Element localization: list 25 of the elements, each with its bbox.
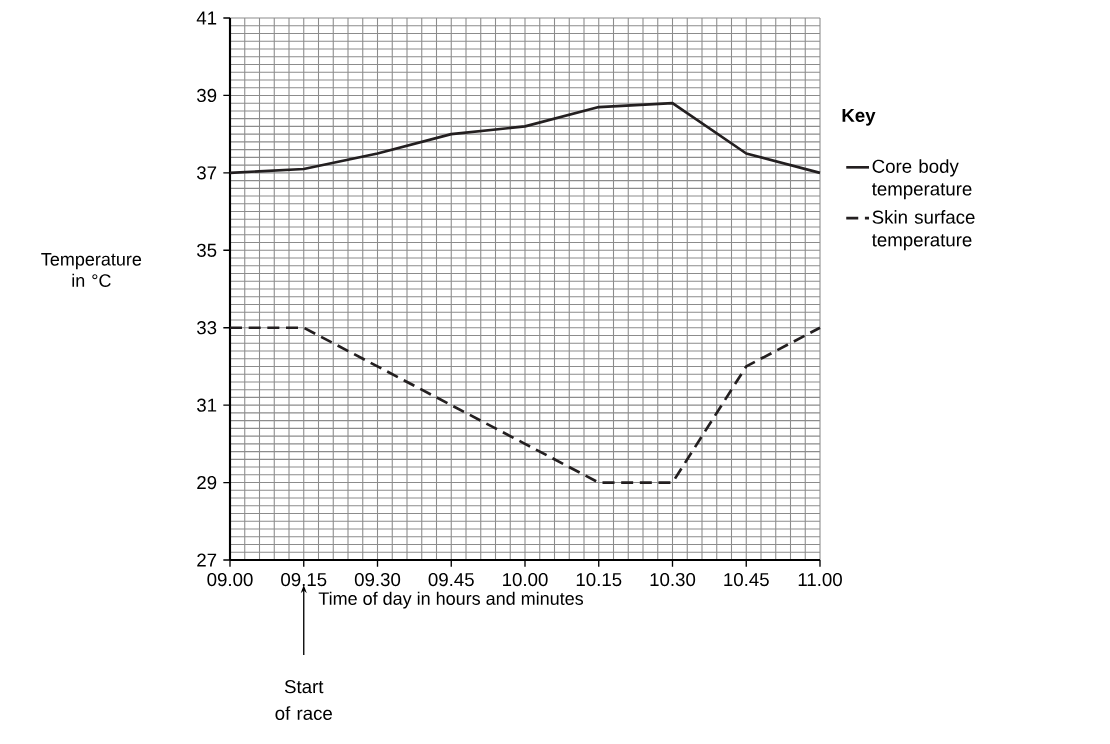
legend-label: Skin surface temperature <box>871 210 975 251</box>
y-tick-label: 39 <box>197 88 217 103</box>
x-tick-label: 09.00 <box>207 572 253 587</box>
line-series <box>228 326 822 484</box>
x-tick-label: 10.15 <box>576 572 622 587</box>
legend-label: Core body temperature <box>871 159 972 200</box>
x-tick-label: 10.00 <box>503 572 548 587</box>
x-tick-label: 10.30 <box>650 572 696 587</box>
y-axis-title: Temperature in °C <box>41 253 142 287</box>
y-tick-label: 29 <box>197 475 217 490</box>
y-tick-label: 37 <box>197 166 217 180</box>
legend-title: Key <box>842 108 876 126</box>
x-tick-label: 09.30 <box>354 572 401 587</box>
x-axis-title: Time of day in hours and minutes <box>318 591 584 609</box>
y-tick-label: 31 <box>197 398 217 412</box>
x-tick-label: 09.45 <box>428 572 474 587</box>
x-tick-label: 11.00 <box>798 572 842 587</box>
y-tick-label: 35 <box>197 243 217 257</box>
y-tick-label: 27 <box>197 553 217 567</box>
x-tick-label: 09.15 <box>281 572 327 587</box>
text: Start of race <box>275 680 332 720</box>
y-tick-label: 33 <box>197 321 217 335</box>
line-series <box>228 101 822 175</box>
x-tick-label: 10.45 <box>724 572 769 587</box>
y-tick-label: 41 <box>196 11 217 25</box>
